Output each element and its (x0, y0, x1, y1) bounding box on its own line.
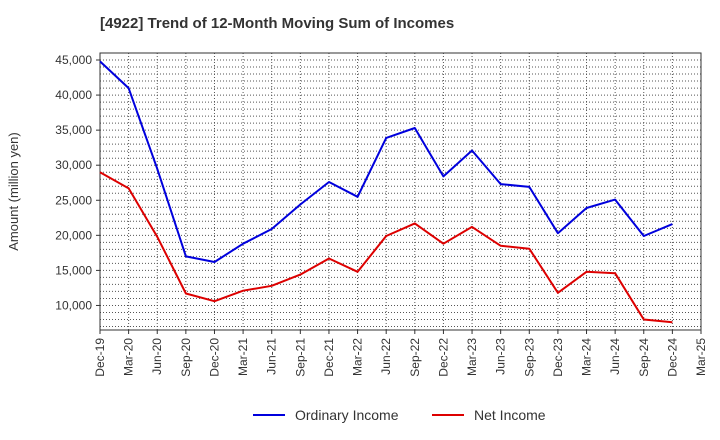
y-tick-label: 30,000 (55, 158, 92, 172)
x-tick-label: Mar-23 (465, 338, 479, 376)
y-tick-label: 45,000 (55, 53, 92, 67)
y-tick-label: 40,000 (55, 88, 92, 102)
x-tick-label: Sep-23 (522, 338, 536, 377)
y-axis-label: Amount (million yen) (6, 132, 21, 251)
x-tick-label: Dec-24 (665, 338, 679, 377)
x-tick-label: Mar-22 (351, 338, 365, 376)
x-tick-label: Dec-20 (207, 338, 221, 377)
legend-label: Ordinary Income (295, 407, 399, 423)
x-tick-label: Mar-20 (122, 338, 136, 376)
series-lines (99, 60, 673, 324)
legend: Ordinary Income Net Income (253, 407, 546, 423)
axes (96, 52, 702, 334)
x-tick-label: Jun-20 (150, 338, 164, 375)
y-tick-label: 25,000 (55, 193, 92, 207)
y-tick-label: 15,000 (55, 263, 92, 277)
x-tick-label: Sep-21 (293, 338, 307, 377)
x-tick-label: Sep-24 (637, 338, 651, 377)
x-tick-label: Mar-25 (694, 338, 708, 376)
plot-frame (99, 52, 702, 331)
tick-labels: 10,000 15,000 20,000 25,000 30,000 35,000 40,0… (6, 53, 708, 377)
y-tick-label: 35,000 (55, 123, 92, 137)
x-tick-label: Jun-24 (608, 338, 622, 375)
x-tick-label: Dec-21 (322, 338, 336, 377)
x-tick-label: Dec-23 (551, 338, 565, 377)
y-tick-label: 20,000 (55, 228, 92, 242)
x-tick-label: Sep-22 (408, 338, 422, 377)
x-tick-label: Jun-21 (265, 338, 279, 375)
y-tick-label: 10,000 (55, 298, 92, 312)
series-line (99, 60, 673, 263)
x-tick-label: Mar-21 (236, 338, 250, 376)
x-tick-label: Jun-22 (379, 338, 393, 375)
chart-title: [4922] Trend of 12-Month Moving Sum of I… (100, 15, 455, 32)
grid-lines (99, 52, 702, 330)
x-tick-label: Dec-22 (436, 338, 450, 377)
series-line (99, 171, 673, 324)
x-tick-label: Jun-23 (494, 338, 508, 375)
x-tick-label: Dec-19 (93, 338, 107, 377)
x-tick-label: Sep-20 (179, 338, 193, 377)
x-tick-label: Mar-24 (580, 338, 594, 376)
legend-label: Net Income (474, 407, 546, 423)
